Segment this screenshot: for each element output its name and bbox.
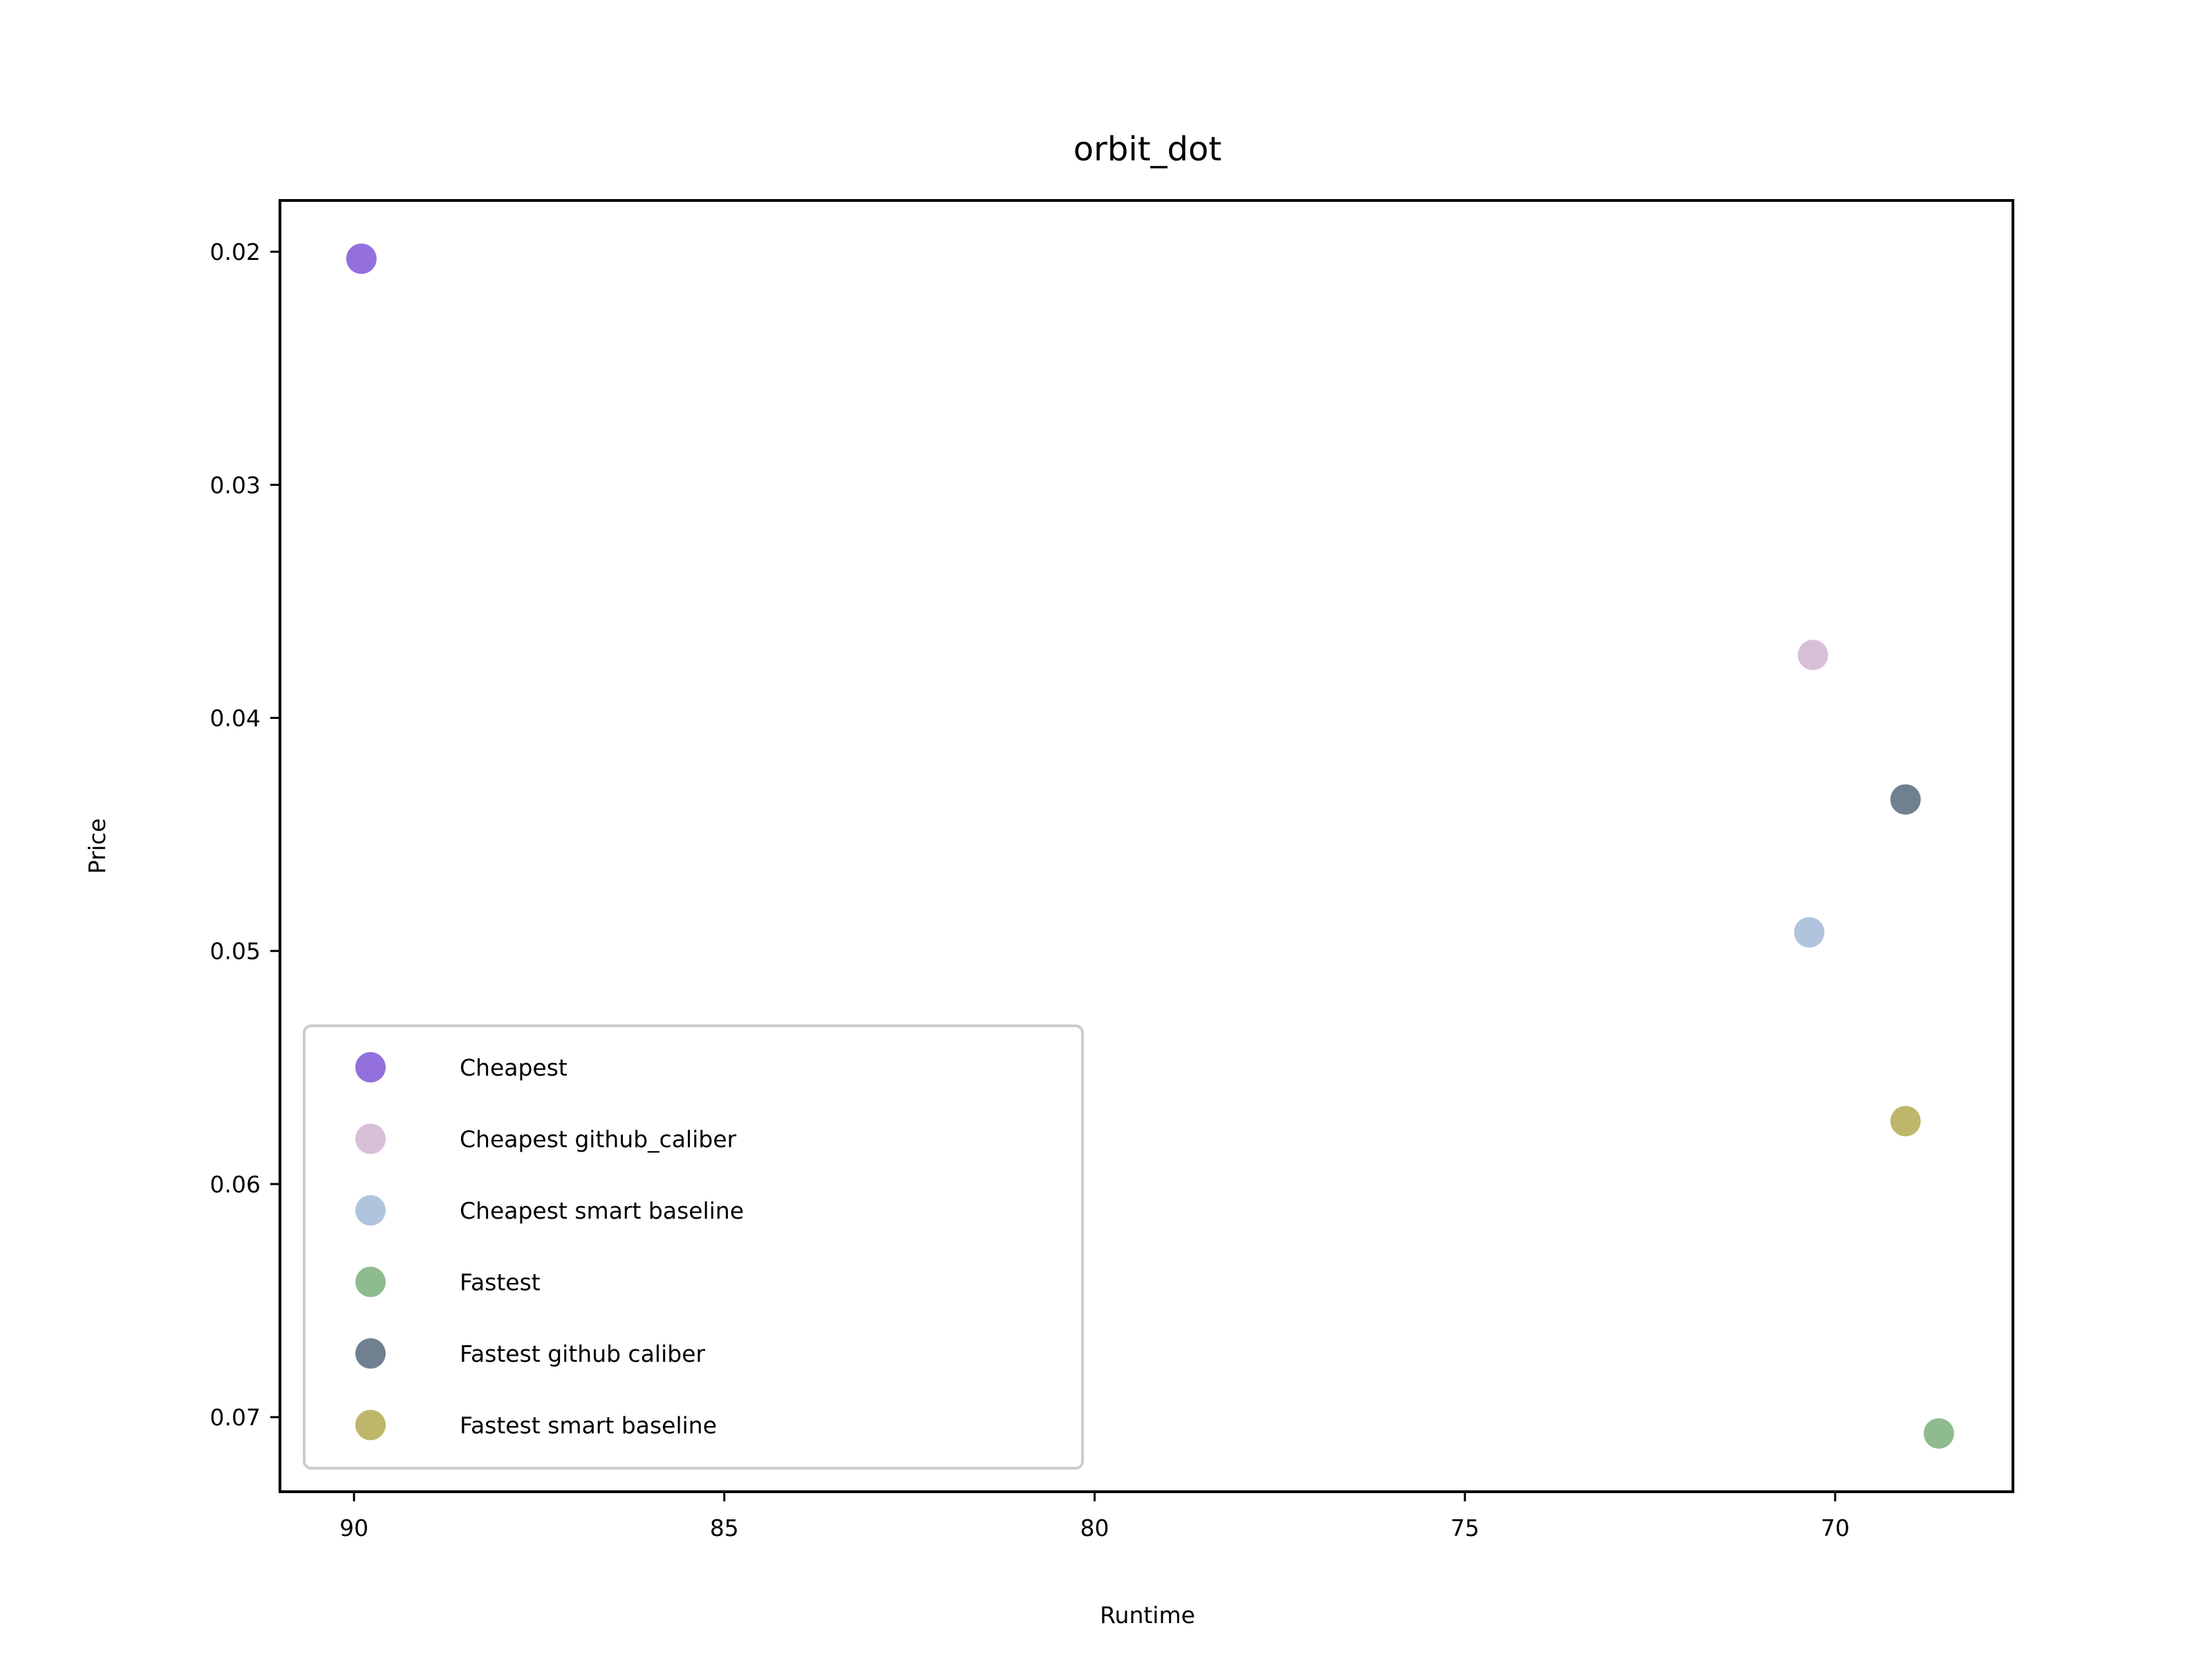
y-tick-label: 0.06	[210, 1171, 261, 1198]
x-axis-label: Runtime	[1100, 1602, 1195, 1629]
x-tick-label: 70	[1821, 1515, 1850, 1541]
data-point	[1890, 784, 1921, 815]
data-point	[346, 243, 377, 274]
legend-marker	[355, 1409, 386, 1441]
x-tick-label: 75	[1450, 1515, 1479, 1541]
legend-marker	[355, 1123, 386, 1154]
x-tick-label: 80	[1080, 1515, 1109, 1541]
x-tick-label: 85	[710, 1515, 739, 1541]
plot-frame	[279, 199, 2014, 1493]
legend-marker	[355, 1195, 386, 1226]
y-tick-label: 0.02	[210, 238, 261, 265]
x-axis-ticks: 90 85 80 75 70	[339, 1492, 1850, 1541]
legend-items: Cheapest Cheapest github_caliber Cheapest …	[355, 1052, 744, 1441]
legend-label: Fastest	[460, 1269, 541, 1296]
y-tick-label: 0.07	[210, 1404, 261, 1431]
legend-label: Cheapest smart baseline	[460, 1197, 744, 1224]
legend-label: Fastest smart baseline	[460, 1412, 717, 1439]
legend-frame	[303, 1024, 1084, 1470]
y-axis-label: Price	[84, 818, 111, 874]
y-axis-ticks: 0.02 0.03 0.04 0.05 0.06 0.07	[210, 238, 280, 1431]
data-point	[1923, 1418, 1954, 1449]
data-points	[346, 243, 1954, 1449]
legend-marker	[355, 1052, 386, 1082]
chart-title: orbit_dot	[1074, 130, 1221, 169]
y-tick-label: 0.05	[210, 938, 261, 965]
legend-label: Fastest github caliber	[460, 1340, 706, 1367]
y-tick-label: 0.03	[210, 471, 261, 498]
legend: Cheapest Cheapest github_caliber Cheapest …	[303, 1024, 1084, 1470]
data-point	[1890, 1105, 1921, 1136]
legend-label: Cheapest	[460, 1054, 568, 1081]
legend-marker	[355, 1266, 386, 1297]
legend-marker	[355, 1338, 386, 1369]
x-tick-label: 90	[339, 1515, 368, 1541]
y-tick-label: 0.04	[210, 705, 261, 732]
data-point	[1797, 639, 1828, 671]
legend-label: Cheapest github_caliber	[460, 1126, 737, 1153]
data-point	[1794, 917, 1825, 948]
